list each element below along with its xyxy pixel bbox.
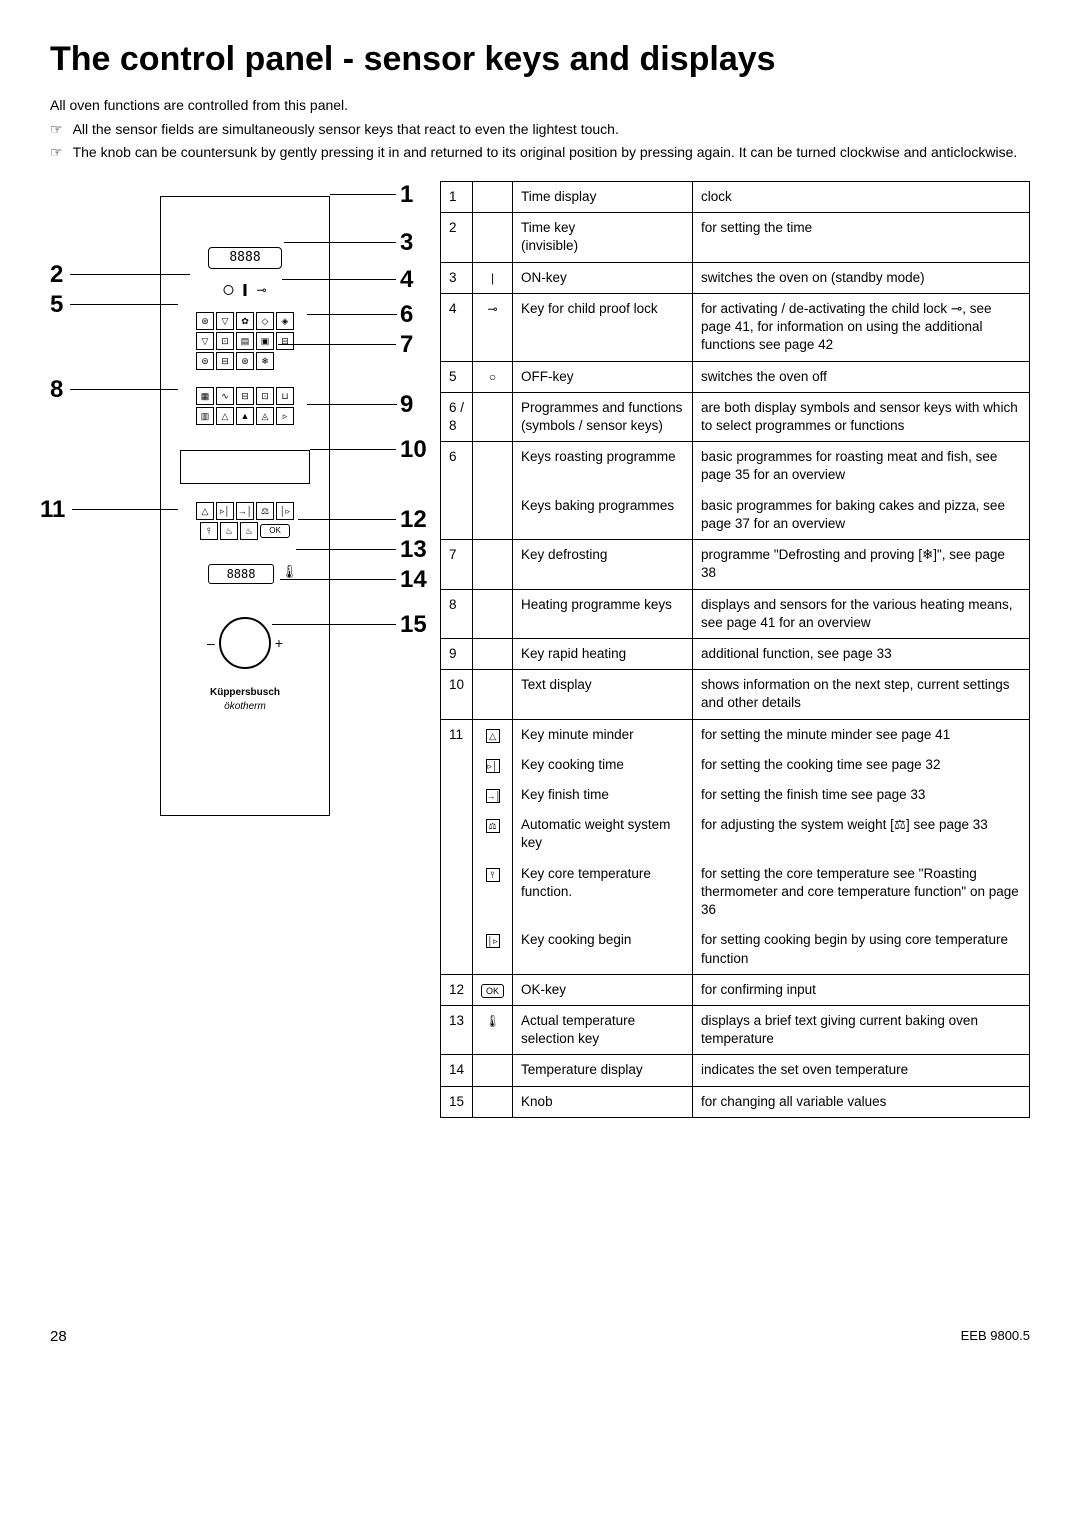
brand-label: Küppersbusch [161,687,329,698]
heat-row-2: ▥△▲◬▹ [196,407,294,425]
bullet-1: ☞ All the sensor fields are simultaneous… [50,121,1030,138]
callout-4: 4 [400,266,413,294]
bullet-1-text: All the sensor fields are simultaneously… [73,121,619,137]
brand-sublabel: ökotherm [161,701,329,712]
hand-icon: ☞ [50,121,63,138]
callout-13: 13 [400,536,427,564]
ok-button: OK [260,524,290,538]
temp-display: 8888 [208,564,274,584]
page-title: The control panel - sensor keys and disp… [50,40,1030,79]
callout-12: 12 [400,506,427,534]
intro-text: All oven functions are controlled from t… [50,97,1030,113]
prog-row-3: ⊜⊟⊛❄ [196,352,294,370]
hand-icon: ☞ [50,144,63,161]
model-number: EEB 9800.5 [961,1328,1030,1345]
callout-7: 7 [400,331,413,359]
callout-1: 1 [400,181,413,209]
prog-row-1: ⊛▽✿◇◈ [196,312,294,330]
callout-15: 15 [400,611,427,639]
bullet-2: ☞ The knob can be countersunk by gently … [50,144,1030,161]
off-icon [223,285,233,295]
page-footer: 28 EEB 9800.5 [50,1328,1030,1345]
timer-row-1: △▹│→│⚖│▹ [196,502,294,520]
panel-outline: 8888 ⊸ ⊛▽✿◇◈ ▽⊡▤▣⊟ ⊜⊟⊛❄ ▦∿⊟⊡⊔ ▥△▲◬▹ [160,196,330,816]
heat-row-1: ▦∿⊟⊡⊔ [196,387,294,405]
on-off-row: ⊸ [223,283,266,297]
prog-row-2: ▽⊡▤▣⊟ [196,332,294,350]
bullet-2-text: The knob can be countersunk by gently pr… [73,144,1018,160]
thermometer-icon: 🌡 [281,564,298,580]
callout-3: 3 [400,229,413,257]
legend-table: 1Time displayclock2Time key(invisible)fo… [440,181,1030,1118]
callout-10: 10 [400,436,427,464]
callout-6: 6 [400,301,413,329]
callout-14: 14 [400,566,427,594]
callout-2: 2 [50,261,63,289]
callout-5: 5 [50,291,63,319]
knob-icon [219,617,271,669]
timer-row-2: ⫯♨♨ OK [200,522,290,540]
time-display: 8888 [208,247,282,269]
callout-11: 11 [40,496,65,524]
callout-9: 9 [400,391,413,419]
callout-8: 8 [50,376,63,404]
control-panel-diagram: 8888 ⊸ ⊛▽✿◇◈ ▽⊡▤▣⊟ ⊜⊟⊛❄ ▦∿⊟⊡⊔ ▥△▲◬▹ [50,181,430,841]
childlock-icon: ⊸ [256,283,266,297]
text-display-box [180,450,310,484]
page-number: 28 [50,1328,67,1345]
on-icon [243,284,246,296]
